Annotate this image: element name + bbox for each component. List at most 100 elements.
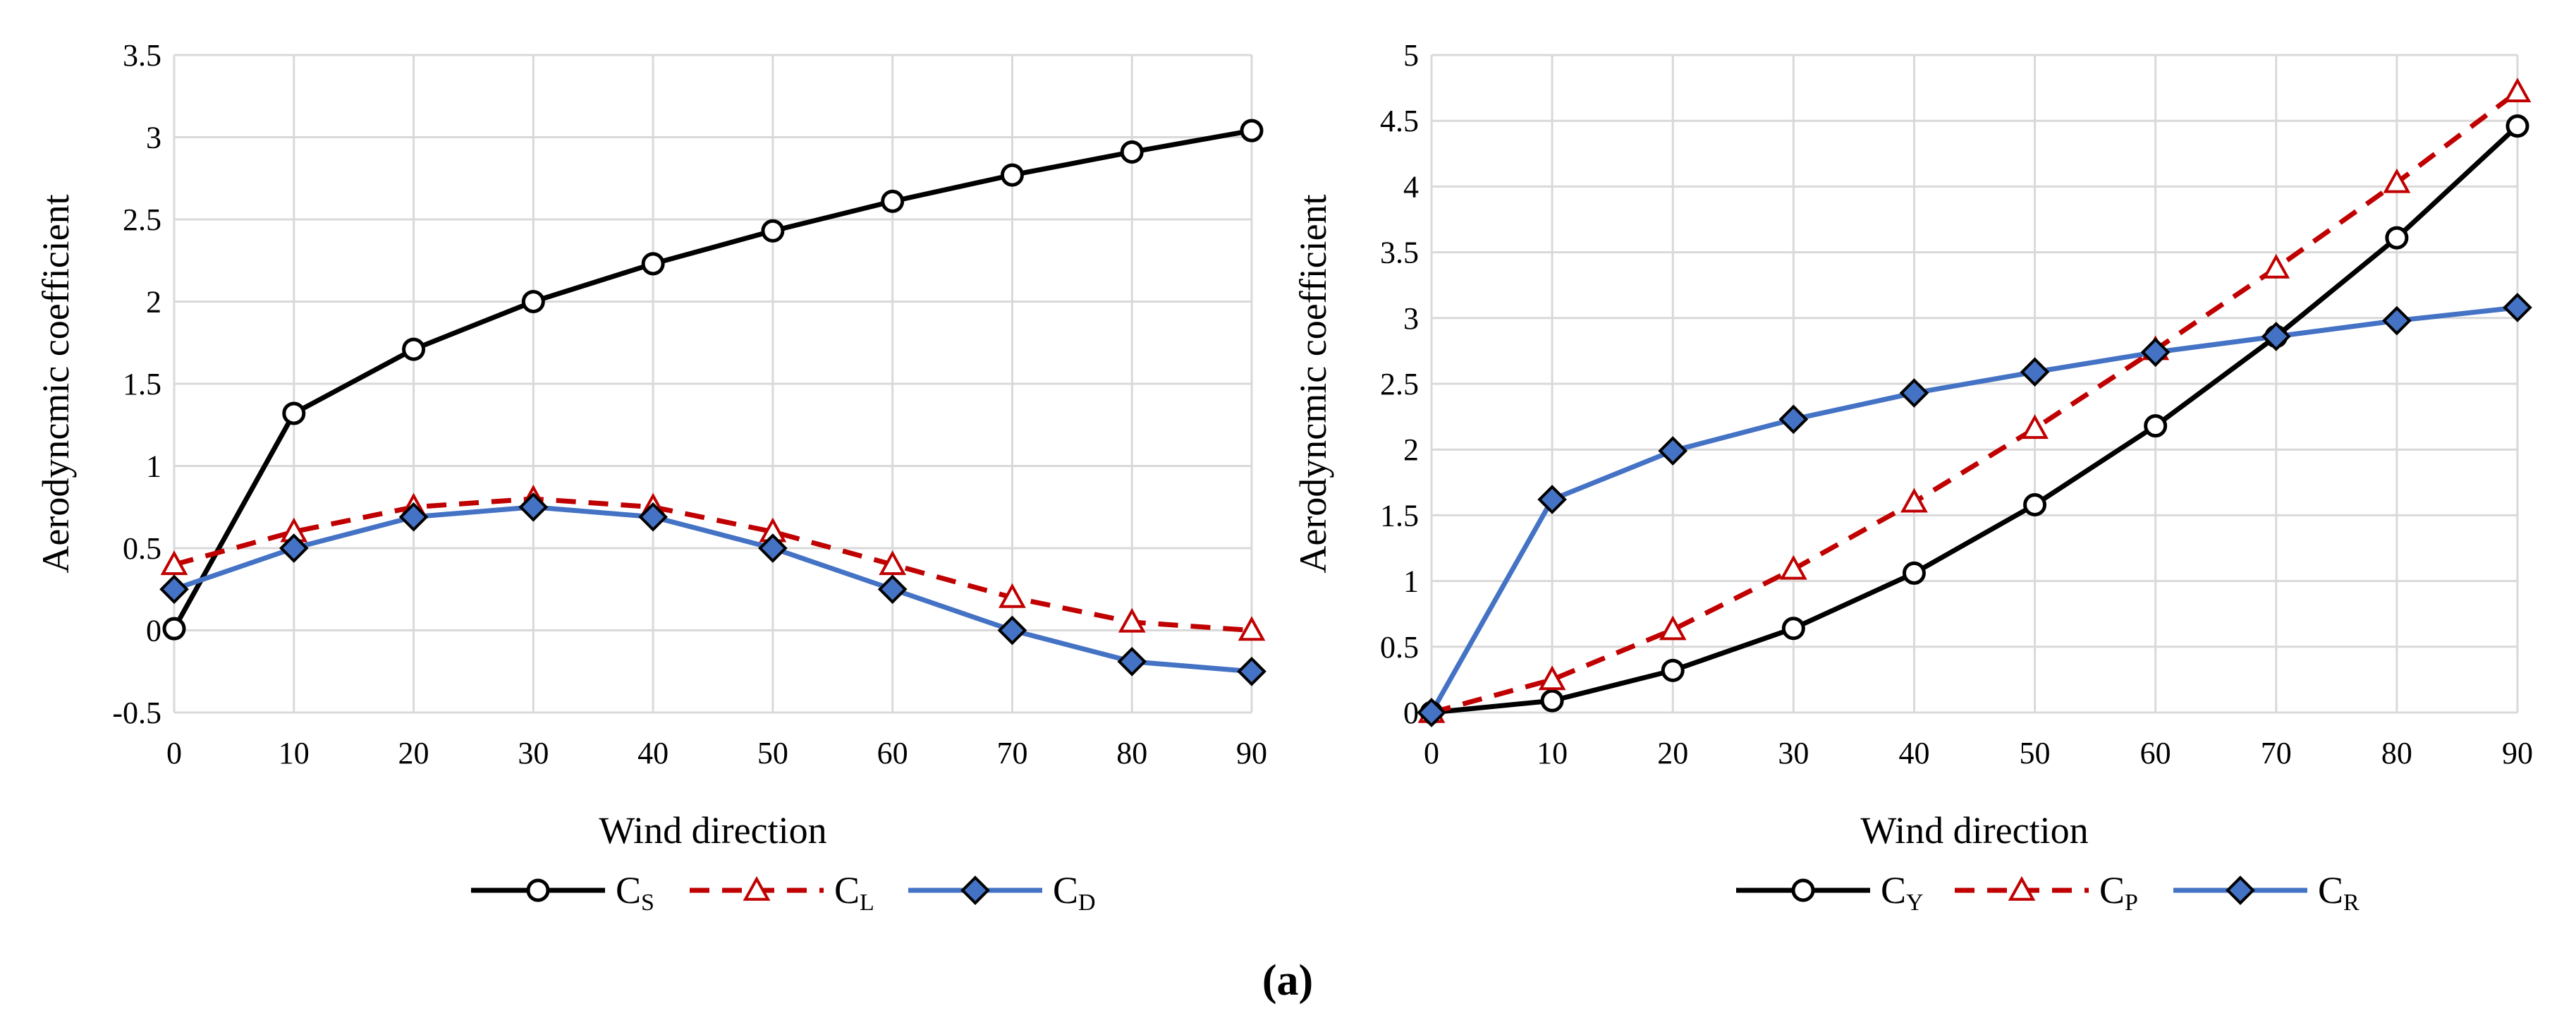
y-tick-label: 4	[1403, 169, 1419, 204]
x-tick-label: 10	[279, 736, 310, 770]
data-point-cr	[2140, 337, 2171, 368]
legend-label-sub: P	[2125, 890, 2138, 916]
chart-left: 0 10 20 30 40 50 60 70 80 90-0.500.511.522.533.5W…	[35, 38, 1267, 916]
legend-label: CD	[1053, 869, 1096, 916]
y-axis-title: Aerodyncmic coefficient	[1292, 194, 1334, 573]
x-tick-label: 70	[996, 736, 1027, 770]
data-point-cl	[999, 583, 1026, 608]
y-tick-label: 2.5	[123, 202, 161, 237]
data-point-cr	[1899, 378, 1929, 408]
data-point-cs	[1000, 163, 1024, 187]
data-point-cy	[2385, 226, 2409, 250]
y-tick-label: 3.5	[1380, 236, 1419, 270]
data-point-cl	[160, 550, 188, 576]
data-point-cr	[2261, 322, 2291, 351]
x-tick-label: 50	[2020, 736, 2051, 770]
y-tick-label: 0	[146, 614, 161, 648]
data-point-cd	[1117, 646, 1147, 677]
y-tick-label: 1	[1403, 564, 1419, 599]
y-tick-label: 1	[146, 449, 161, 484]
data-point-cp	[2021, 414, 2049, 440]
data-point-cl	[1238, 616, 1266, 641]
x-tick-label: 50	[757, 736, 788, 770]
data-point-cp	[2503, 78, 2532, 102]
data-point-cd	[997, 615, 1027, 646]
data-point-cy	[1661, 658, 1685, 682]
data-point-cy	[2144, 414, 2168, 438]
data-point-cd	[758, 533, 788, 563]
y-tick-label: 3	[146, 121, 161, 155]
legend-label-sub: D	[1078, 890, 1096, 916]
data-point-cp	[1659, 615, 1687, 641]
data-point-cd	[518, 492, 549, 522]
x-tick-label: 80	[1116, 736, 1147, 770]
data-point-cs	[881, 189, 905, 213]
y-tick-label: 3.5	[123, 38, 161, 73]
x-tick-label: 40	[1898, 736, 1929, 770]
data-point-cs	[641, 252, 665, 276]
x-axis-title: Wind direction	[599, 809, 826, 852]
figure-caption: (a)	[1262, 957, 1313, 1005]
y-tick-label: 1.5	[123, 367, 161, 401]
y-tick-label: 2	[146, 285, 161, 320]
data-point-cy	[2505, 114, 2529, 138]
data-point-cp	[1900, 487, 1928, 513]
x-tick-label: 40	[637, 736, 669, 770]
legend-label: CR	[2318, 869, 2360, 916]
legend-label-sub: Y	[1906, 890, 1924, 916]
data-point-cs	[761, 219, 785, 243]
data-point-cs	[1120, 140, 1144, 164]
legend-label: CY	[1881, 869, 1924, 916]
x-tick-label: 60	[877, 736, 908, 770]
y-tick-label: 5	[1403, 38, 1419, 73]
data-point-cs	[402, 337, 426, 361]
x-tick-label: 10	[1537, 736, 1568, 770]
x-tick-label: 0	[1424, 736, 1439, 770]
x-tick-label: 60	[2140, 736, 2171, 770]
legend-label-main: C	[1881, 869, 1906, 911]
series-line-cs	[171, 128, 1252, 630]
legend-label: CS	[616, 869, 654, 916]
data-point-cs	[282, 401, 306, 425]
data-point-cs	[521, 290, 545, 313]
y-tick-label: 4.5	[1380, 104, 1419, 138]
series-line-cl	[173, 496, 1252, 633]
y-tick-label: 3	[1403, 301, 1419, 336]
chart-right: 0 10 20 30 40 50 60 70 80 90 0 0.5 1 1.5 2 2.5 3 3.5 4 4.5 5…	[1292, 38, 2533, 916]
legend-marker	[526, 878, 550, 902]
x-tick-label: 20	[398, 736, 429, 770]
x-axis-title: Wind direction	[1860, 809, 2088, 852]
legend-marker	[743, 876, 771, 901]
legend-label-sub: R	[2343, 890, 2360, 916]
data-point-cr	[2382, 305, 2412, 336]
data-point-cp	[2383, 168, 2411, 193]
x-tick-label: 30	[1778, 736, 1809, 770]
data-point-cr	[1537, 485, 1567, 514]
data-point-cl	[1118, 607, 1146, 633]
data-point-cd	[398, 502, 429, 532]
legend-label: CL	[834, 869, 874, 916]
data-point-cp	[2262, 253, 2290, 279]
data-point-cp	[1779, 555, 1807, 580]
legend-marker	[960, 876, 990, 905]
x-tick-label: 0	[166, 736, 182, 770]
data-point-cy	[2023, 492, 2047, 516]
data-point-cr	[1417, 698, 1446, 727]
data-point-cp	[1538, 665, 1566, 691]
data-point-cr	[1658, 436, 1688, 466]
y-tick-label: -0.5	[112, 696, 161, 730]
data-point-cy	[1902, 561, 1926, 585]
legend-label-main: C	[834, 869, 860, 911]
data-point-cr	[2020, 357, 2050, 387]
y-tick-label: 1.5	[1380, 498, 1419, 533]
data-point-cd	[279, 533, 309, 563]
x-tick-label: 70	[2261, 736, 2292, 770]
y-tick-label: 2.5	[1380, 367, 1419, 401]
x-tick-label: 90	[2502, 736, 2533, 770]
data-point-cd	[877, 574, 908, 605]
legend-marker	[1791, 878, 1815, 902]
legend-marker	[2226, 876, 2255, 905]
x-tick-label: 80	[2381, 736, 2412, 770]
data-point-cl	[879, 550, 907, 576]
data-point-cr	[1778, 404, 1809, 435]
